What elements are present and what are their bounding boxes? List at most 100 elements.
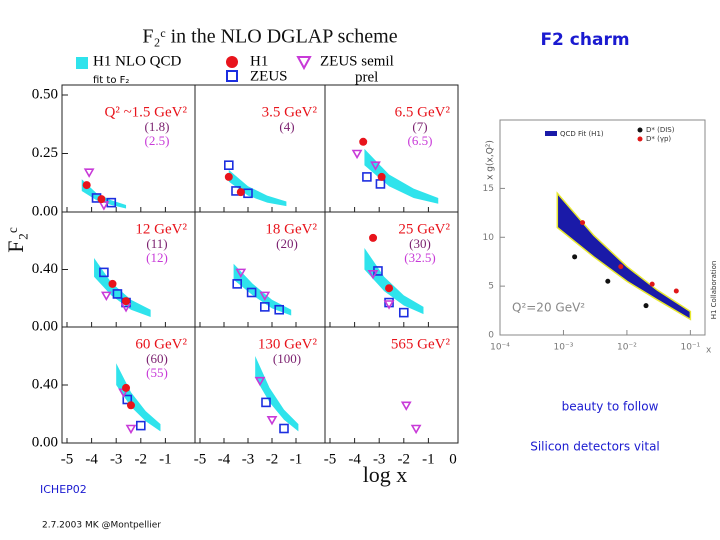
zeus-semil-point: [410, 424, 422, 435]
zeus-point: [259, 302, 270, 312]
x-tick-label: -3: [242, 451, 255, 467]
panel-frame: [324, 326, 459, 444]
zeus-point: [122, 394, 133, 405]
zeus-point: [246, 287, 257, 298]
h1-point: [126, 401, 135, 410]
x-tick-label: -5: [194, 451, 207, 467]
legend-marker: [637, 136, 643, 142]
inset-annotation: Q²=20 GeV²: [512, 301, 585, 315]
y-tick-label: 0.00: [32, 203, 58, 219]
zeus-point: [99, 267, 109, 278]
inset-xlabel: x: [706, 346, 712, 356]
zeus-semil-point: [266, 416, 278, 426]
panel-annotation: (20): [276, 236, 298, 251]
zeus-point: [274, 304, 285, 315]
panel-q2: Q² ~1.5 GeV²: [104, 104, 187, 120]
h1-point: [377, 172, 386, 181]
panel-q2: 3.5 GeV²: [262, 104, 318, 120]
panel-annotation: (60): [146, 351, 168, 366]
panel-annotation: (2.5): [145, 133, 170, 148]
y-tick-label: 10: [483, 233, 495, 243]
legend-swatch: [76, 57, 88, 69]
x-tick-label: 10⁻³: [554, 343, 574, 353]
panel-q2: 25 GeV²: [398, 221, 450, 237]
legend-label: D* (DIS): [646, 126, 675, 134]
panel-annotation: (32.5): [404, 250, 435, 265]
y-tick-label: 0.50: [32, 86, 58, 102]
inset-point: [580, 220, 586, 226]
zeus-point: [112, 289, 123, 299]
footer-left: ICHEP02: [40, 483, 87, 496]
x-tick-label: -5: [61, 451, 74, 467]
zeus-point: [232, 279, 242, 289]
legend-label: ZEUS: [250, 68, 288, 84]
legend-label: prel: [355, 69, 378, 85]
x-tick-label: -1: [159, 451, 172, 467]
y-tick-label: 0: [488, 331, 494, 341]
fit-band: [94, 258, 151, 317]
x-tick-label: 10⁻⁴: [490, 343, 510, 353]
x-tick-label: -4: [85, 451, 98, 467]
x-tick-label: -2: [135, 451, 148, 467]
legend-label: ZEUS semil: [320, 53, 394, 69]
fit-band: [255, 356, 299, 432]
h1-point: [97, 195, 106, 204]
zeus-semil-point: [254, 376, 266, 387]
panel-annotation: (4): [279, 119, 294, 134]
panel-annotation: (6.5): [408, 133, 433, 148]
x-tick-label: 0: [449, 451, 457, 467]
panel-q2: 130 GeV²: [258, 336, 318, 352]
x-tick-label: -3: [373, 451, 386, 467]
zeus-semil-point: [125, 424, 137, 435]
legend-label: D* (γp): [646, 135, 671, 143]
fit-band: [233, 263, 292, 316]
zeus-point: [362, 172, 372, 182]
legend-label: H1: [250, 53, 268, 69]
zeus-semil-point: [370, 161, 381, 171]
y-tick-label: 5: [488, 282, 494, 292]
zeus-point: [224, 160, 234, 170]
x-tick-label: -3: [110, 451, 123, 467]
h1-point: [236, 188, 245, 197]
zeus-point: [261, 397, 271, 408]
legend-marker: [226, 56, 238, 68]
y-tick-label: 0.25: [32, 145, 58, 161]
fit-band: [556, 191, 692, 321]
x-tick-label: -1: [422, 451, 435, 467]
x-tick-label: 10⁻¹: [680, 343, 700, 353]
h1-point: [224, 172, 233, 181]
y-tick-label: 0.40: [32, 261, 58, 277]
legend-label: H1 NLO QCD: [93, 53, 181, 69]
y-axis-label: F₂ᶜ: [3, 227, 28, 253]
panel-annotation: (100): [273, 351, 301, 366]
zeus-semil-point: [400, 401, 412, 411]
zeus-point: [136, 420, 146, 431]
figure-title: F₂ᶜ in the NLO DGLAP scheme: [142, 26, 397, 48]
slide-heading: F2 charm: [540, 30, 629, 50]
x-axis-label: log x: [363, 462, 408, 487]
note: beauty to follow: [562, 400, 659, 414]
h1-point: [82, 181, 91, 190]
h1-point: [385, 284, 394, 293]
inset-point: [605, 278, 611, 284]
note: Silicon detectors vital: [530, 440, 660, 454]
y-tick-label: 0.00: [32, 434, 58, 450]
zeus-point: [279, 423, 289, 434]
h1-point: [122, 297, 131, 306]
panel-q2: 18 GeV²: [265, 221, 317, 237]
zeus-semil-point: [367, 270, 379, 280]
panel-annotation: (11): [146, 236, 167, 251]
y-tick-label: 0.00: [32, 318, 58, 334]
y-tick-label: 0.40: [32, 376, 58, 392]
zeus-semil-point: [100, 291, 112, 301]
panel-annotation: (55): [146, 365, 168, 380]
panel-q2: 60 GeV²: [135, 336, 187, 352]
zeus-semil-point: [83, 168, 95, 178]
zeus-semil-point: [351, 149, 363, 160]
h1-point: [122, 383, 131, 392]
panel-annotation: (30): [409, 236, 431, 251]
fit-band: [364, 247, 424, 315]
inset-point: [649, 281, 655, 287]
